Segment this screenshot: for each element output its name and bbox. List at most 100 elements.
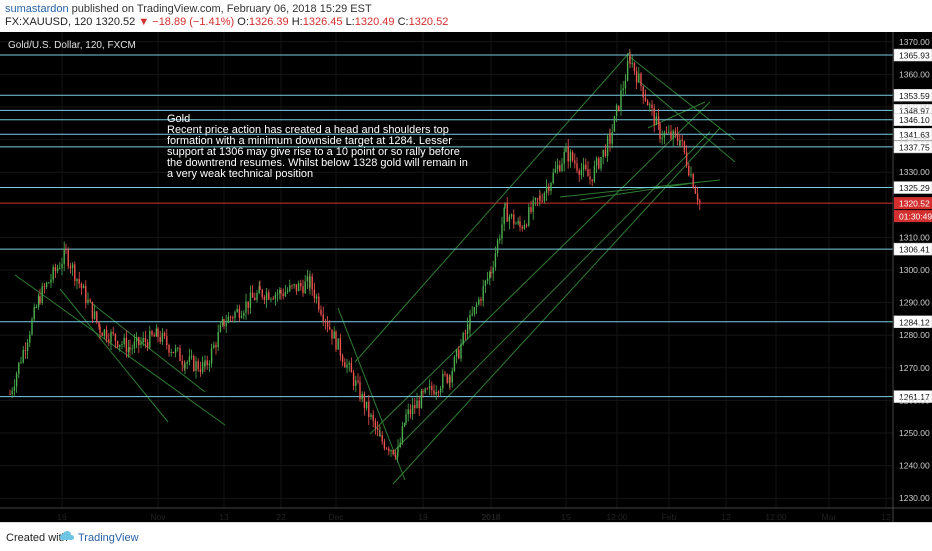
time-axis[interactable]: 16 Nov 13 22 Dec 18 2018 15 12:00 Feb 12 12:00 Mar 12 bbox=[57, 512, 891, 522]
candle-body bbox=[469, 315, 471, 330]
candle-body bbox=[329, 327, 331, 330]
candle-body bbox=[499, 238, 501, 241]
candle-body bbox=[350, 363, 353, 373]
candle-body bbox=[215, 344, 217, 348]
candle-body bbox=[39, 296, 41, 303]
candle-body bbox=[197, 361, 199, 370]
candle-body bbox=[595, 158, 598, 166]
last-price-label: 1320.52 bbox=[899, 199, 930, 209]
candle-body bbox=[582, 164, 585, 170]
price-tick-label: 1230.00 bbox=[899, 493, 930, 503]
candle-body bbox=[635, 71, 638, 83]
candle-body bbox=[13, 386, 16, 391]
candle-body bbox=[280, 290, 282, 294]
candle-body bbox=[694, 187, 697, 194]
candle-body bbox=[624, 80, 627, 89]
price-tick-label: 1310.00 bbox=[899, 232, 930, 242]
candle-body bbox=[394, 454, 397, 458]
chart-title: Gold/U.S. Dollar, 120, FXCM bbox=[8, 40, 136, 51]
candle-body bbox=[545, 186, 548, 193]
candle-body bbox=[433, 390, 435, 395]
candle-body bbox=[26, 342, 29, 352]
candle-body bbox=[177, 347, 179, 349]
price-axis[interactable]: 1370.00 1360.00 1350.00 1340.00 1330.00 1310.… bbox=[899, 37, 930, 503]
price-level-tag bbox=[893, 89, 932, 102]
candle-body bbox=[135, 337, 138, 342]
candle-body bbox=[381, 434, 383, 442]
candle-body bbox=[313, 289, 316, 299]
candle-body bbox=[473, 307, 476, 314]
published-text: published on TradingView.com, February 0… bbox=[71, 3, 372, 15]
candle-body bbox=[598, 158, 600, 169]
candle-body bbox=[416, 400, 418, 409]
candle-body bbox=[539, 195, 541, 201]
candle-body bbox=[523, 225, 526, 229]
candle-body bbox=[293, 284, 295, 286]
trend-line bbox=[59, 288, 169, 423]
candle-body bbox=[286, 290, 289, 292]
candle-body bbox=[578, 170, 580, 175]
candle-body bbox=[631, 62, 633, 64]
candle-body bbox=[392, 450, 394, 455]
candle-body bbox=[565, 146, 567, 152]
close-value: 1320.52 bbox=[408, 16, 449, 28]
price-tick-label: 1340.00 bbox=[899, 135, 930, 145]
candle-body bbox=[249, 292, 252, 308]
author-link[interactable]: sumastardon bbox=[5, 3, 69, 15]
tradingview-link[interactable]: TradingView bbox=[78, 532, 139, 544]
candle-body bbox=[534, 198, 537, 201]
candle-body bbox=[204, 360, 206, 367]
candle-body bbox=[435, 391, 437, 395]
candle-body bbox=[556, 165, 559, 169]
candle-body bbox=[453, 356, 456, 371]
time-tick-label: 22 bbox=[276, 512, 286, 522]
last-price-tag bbox=[894, 197, 932, 210]
candle-body bbox=[151, 331, 153, 336]
price-tick-label: 1280.00 bbox=[899, 330, 930, 340]
candle-body bbox=[179, 347, 181, 361]
price-tick-label: 1350.00 bbox=[899, 102, 930, 112]
trend-line bbox=[392, 131, 711, 453]
candle-body bbox=[372, 414, 374, 421]
candle-body bbox=[530, 207, 532, 212]
candle-body bbox=[661, 137, 663, 139]
candle-body bbox=[306, 276, 309, 282]
time-tick-label: 13 bbox=[219, 512, 229, 522]
candle-body bbox=[536, 198, 539, 200]
candle-body bbox=[76, 278, 78, 282]
price-level-tag bbox=[893, 48, 932, 62]
candle-body bbox=[414, 405, 416, 409]
analysis-note-line: support at 1306 may give rise to a 10 po… bbox=[167, 146, 460, 158]
candle-body bbox=[138, 337, 140, 346]
analysis-note-line: Recent price action has created a head a… bbox=[167, 124, 449, 136]
candle-body bbox=[397, 447, 399, 453]
candle-body bbox=[67, 249, 69, 267]
candle-body bbox=[490, 271, 492, 274]
last-price-label: 1320.52 bbox=[95, 16, 136, 28]
candle-body bbox=[149, 331, 151, 348]
candle-body bbox=[602, 149, 604, 158]
candle-body bbox=[480, 299, 482, 301]
candle-body bbox=[206, 360, 208, 366]
candle-body bbox=[484, 280, 487, 286]
candle-body bbox=[333, 331, 335, 339]
candle-body bbox=[405, 414, 407, 424]
candle-body bbox=[670, 131, 672, 139]
publish-header: sumastardon published on TradingView.com… bbox=[5, 3, 372, 15]
candle-body bbox=[676, 133, 679, 141]
candle-body bbox=[638, 73, 640, 83]
candle-body bbox=[593, 165, 596, 182]
candle-body bbox=[268, 292, 270, 300]
candle-body bbox=[460, 344, 462, 359]
price-level-label: 1337.75 bbox=[899, 142, 930, 152]
candle-body bbox=[140, 342, 142, 346]
analysis-note-line: formation with a minimum downside target… bbox=[167, 135, 452, 147]
candle-body bbox=[348, 363, 350, 365]
candle-body bbox=[236, 308, 238, 313]
candle-body bbox=[119, 344, 121, 347]
high-label: H: bbox=[291, 16, 303, 28]
candle-body bbox=[370, 414, 372, 417]
candle-body bbox=[116, 341, 119, 347]
tradingview-logo-icon bbox=[60, 531, 74, 540]
